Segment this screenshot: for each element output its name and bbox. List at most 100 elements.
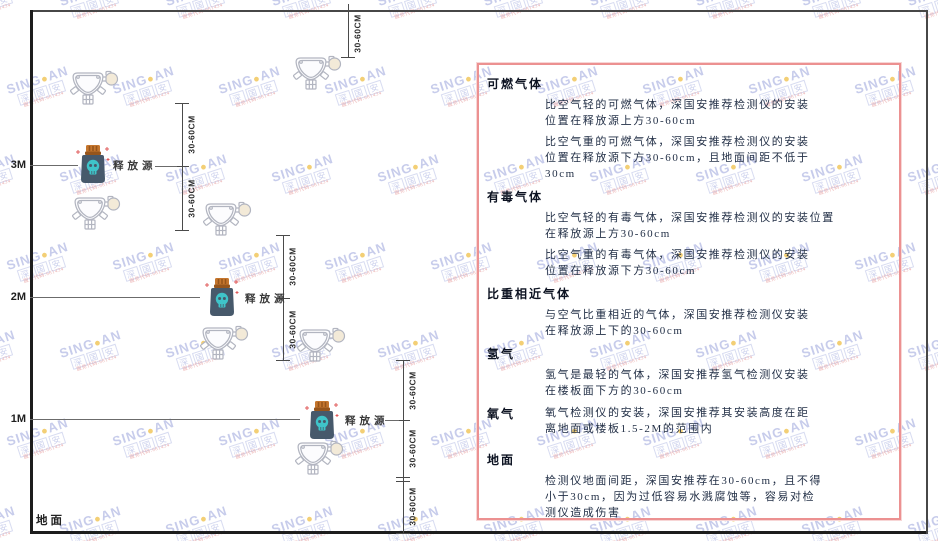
watermark-brand-text: SING●AN [482,0,548,10]
release-source-icon [303,400,341,447]
watermark-company-cjk: 深国安 [10,431,74,459]
watermark-company-cjk: 深国安 [593,519,657,541]
dimension-tick [341,57,355,58]
paragraph: 比空气轻的可燃气体，深国安推荐检测仪的安装 位置在释放源上方30-60cm [545,97,891,129]
paragraph: 与空气比重相近的气体，深国安推荐检测仪安装 在释放源上下的30-60cm [545,307,891,339]
gas-detector-icon [70,68,120,111]
watermark-brand-text: SING●AN [4,62,71,97]
watermark-company-cjk: 深国安 [169,519,233,541]
right-wall-line [926,10,928,534]
text-line: 氧气检测仪的安装，深国安推荐其安装高度在距 [545,407,810,419]
section-oxygen: 氧气 氧气检测仪的安装，深国安推荐其安装高度在距 离地面或楼板1.5-2M的范围… [487,405,891,437]
watermark-code-text: 服务代码:681434 [235,443,277,462]
watermark-yellow-dot-icon: ● [357,248,369,262]
paragraph: 比空气重的有毒气体，深国安推荐检测仪的安装 位置在释放源下方30-60cm [545,247,891,279]
section-toxic-gas: 有毒气体 比空气轻的有毒气体，深国安推荐检测仪的安装位置 在释放源上方30-60… [487,188,891,279]
watermark-code-text: 服务代码:681434 [76,3,118,22]
text-line: 小于30cm，因为过低容易水溅腐蚀等，容易对检 [545,491,816,503]
dimension-line [348,4,349,57]
watermark-yellow-dot-icon: ● [304,512,316,526]
watermark-code-text: 服务代码:681434 [0,179,12,198]
watermark-yellow-dot-icon: ● [463,72,475,86]
text-line: 在楼板面下方的30-60cm [545,385,684,397]
watermark-company-cjk: 深国安 [116,79,180,107]
watermark-yellow-dot-icon: ● [410,160,422,174]
watermark-code-text: 服务代码:681434 [76,355,118,374]
watermark-yellow-dot-icon: ● [251,248,263,262]
floor-line [30,531,928,534]
watermark-company-cjk: 深国安 [222,431,286,459]
watermark-code-text: 服务代码:681434 [818,3,860,22]
watermark-code-text: 服务代码:681434 [0,355,12,374]
text-line: 比空气轻的有毒气体，深国安推荐检测仪的安装位置 [545,212,835,224]
dimension-tick [341,10,355,11]
watermark-company-cjk: 深国安 [487,519,551,541]
watermark-yellow-dot-icon: ● [145,72,157,86]
dimension-tick [396,360,410,361]
watermark-code-text: 服务代码:681434 [288,179,330,198]
section-heading: 有毒气体 [487,190,544,204]
watermark-code-text: 服务代码:681434 [394,179,436,198]
text-line: 比空气重的有毒气体，深国安推荐检测仪的安装 [545,249,810,261]
watermark-company-cjk: 深国安 [328,255,392,283]
watermark-yellow-dot-icon: ● [357,72,369,86]
dimension-tick [276,298,290,299]
watermark-yellow-dot-icon: ● [410,336,422,350]
watermark-yellow-dot-icon: ● [145,424,157,438]
watermark-company-cjk: 深国安 [275,167,339,195]
watermark-brand-text: SING●AN [0,0,17,10]
dimension-label: 30-60CM [407,487,418,526]
watermark-code-text: 服务代码:681434 [288,3,330,22]
watermark-company-cjk: 深国安 [116,255,180,283]
watermark-yellow-dot-icon: ● [463,424,475,438]
level-line-3m [30,165,78,166]
watermark-yellow-dot-icon: ● [39,424,51,438]
section-ground: 地面 检测仪地面间距，深国安推荐在30-60cm，且不得 小于30cm，因为过低… [487,451,891,521]
dimension-label: 30-60CM [352,14,363,53]
text-line: 30cm [545,168,576,180]
gas-detector-icon [200,323,250,366]
watermark-code-text: 服务代码:681434 [129,91,171,110]
dimension-label: 30-60CM [407,429,418,468]
section-heading: 氧气 [487,407,516,421]
dimension-tick [276,360,290,361]
watermark-brand-text: SING●AN [58,0,124,10]
watermark-company-cjk: 深国安 [169,167,233,195]
dimension-label: 30-60CM [186,115,197,154]
section-heading: 地面 [487,453,516,467]
watermark-brand-text: SING●AN [375,150,442,185]
watermark-company-cjk: 深国安 [699,519,763,541]
watermark-brand-text: SING●AN [110,238,177,273]
left-wall-line [30,10,33,534]
watermark-code-text: 服务代码:681434 [235,91,277,110]
paragraph: 检测仪地面间距，深国安推荐在30-60cm，且不得 小于30cm，因为过低容易水… [545,473,891,521]
release-source-icon [74,144,112,191]
watermark-code-text: 服务代码:681434 [712,531,754,541]
dimension-connector [385,420,399,421]
dimension-tick [175,230,189,231]
text-line: 离地面或楼板1.5-2M的范围内 [545,423,714,435]
watermark-company-cjk: 深国安 [222,79,286,107]
release-source-label: 释放源 [345,416,389,427]
level-line-1m [30,419,300,420]
section-heading: 可燃气体 [487,77,544,91]
watermark-company-cjk: 深国安 [0,0,20,19]
dimension-tick [396,481,410,482]
watermark-brand-text: SING●AN [376,0,442,10]
watermark-company-cjk: 深国安 [805,519,869,541]
